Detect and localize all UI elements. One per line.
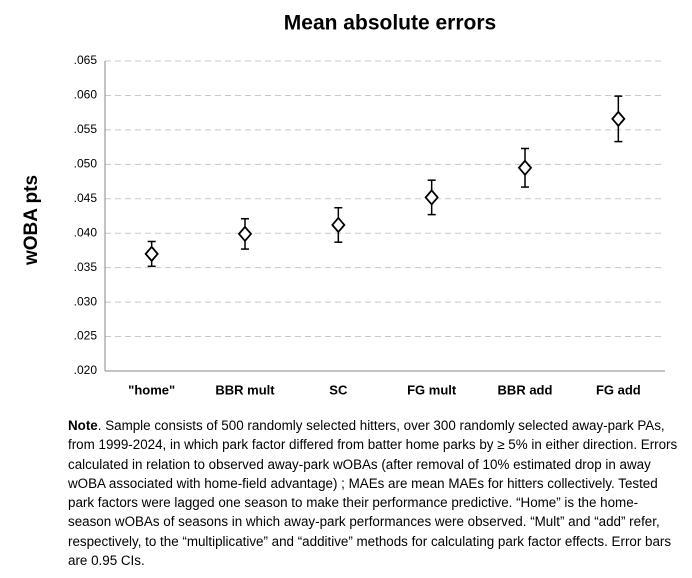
note-label: Note	[68, 418, 98, 433]
point-marker	[517, 159, 533, 177]
x-tick-label: BBR add	[498, 382, 553, 397]
y-tick-label: .065	[74, 53, 98, 67]
y-tick-label: .045	[74, 191, 98, 205]
x-tick-label: "home"	[128, 382, 175, 397]
x-tick-label: FG add	[596, 382, 641, 397]
point-marker	[331, 216, 346, 234]
y-tick-label: .035	[74, 260, 98, 274]
point-marker	[144, 245, 159, 263]
note-text: . Sample consists of 500 randomly select…	[68, 418, 678, 569]
y-axis-label: wOBA pts	[21, 175, 42, 266]
x-tick-label: SC	[329, 382, 348, 397]
point-marker	[237, 225, 253, 243]
y-tick-label: .020	[74, 363, 98, 377]
chart-title: Mean absolute errors	[284, 12, 496, 35]
y-tick-label: .025	[74, 329, 98, 343]
x-tick-label: FG mult	[407, 382, 457, 397]
y-tick-label: .040	[74, 225, 98, 239]
point-marker	[611, 110, 626, 128]
note: Note. Sample consists of 500 randomly se…	[68, 416, 680, 570]
y-tick-label: .050	[74, 157, 98, 171]
y-tick-label: .030	[74, 294, 98, 308]
y-tick-label: .055	[74, 122, 98, 136]
y-tick-label: .060	[74, 88, 98, 102]
point-marker	[424, 189, 439, 206]
chart: Mean absolute errors wOBA pts .020 .025 .0…	[21, 12, 665, 397]
x-tick-label: BBR mult	[215, 382, 275, 397]
